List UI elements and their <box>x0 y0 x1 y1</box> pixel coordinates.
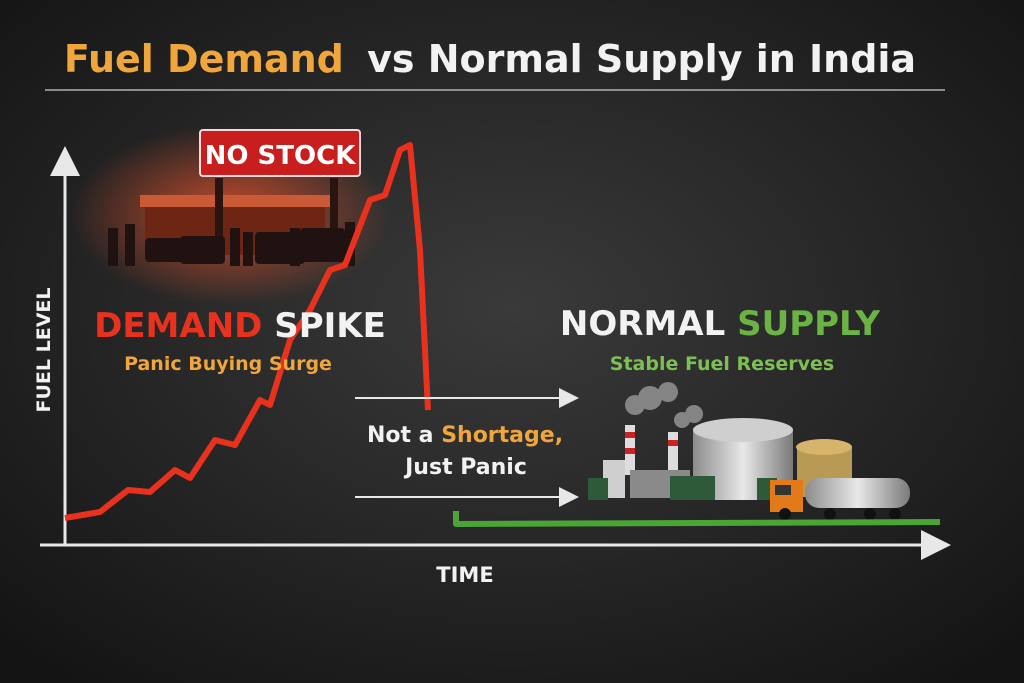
demand-line <box>64 142 431 521</box>
x-axis-label: TIME <box>436 563 493 587</box>
demand-word2: SPIKE <box>274 306 386 346</box>
supply-subtitle: Stable Fuel Reserves <box>610 353 834 375</box>
callout-line2: Just Panic <box>403 455 527 480</box>
supply-word1: NORMAL <box>560 304 725 344</box>
title-rest: vs Normal Supply in India <box>367 37 916 81</box>
callout-part1: Not a <box>367 423 434 448</box>
gas-station: NO STOCK <box>70 125 390 305</box>
y-axis-label: FUEL LEVEL <box>33 288 55 413</box>
title: Fuel Demand vs Normal Supply in India <box>64 37 916 81</box>
demand-word1: DEMAND <box>94 306 262 346</box>
demand-subtitle: Panic Buying Surge <box>124 353 332 375</box>
sign-text: NO STOCK <box>205 141 357 171</box>
callout-highlight: Shortage, <box>441 423 563 448</box>
title-highlight: Fuel Demand <box>64 37 344 81</box>
callout-line1: Not a Shortage, <box>367 423 563 448</box>
refinery <box>588 382 910 520</box>
demand-heading: DEMAND SPIKE <box>94 306 386 346</box>
supply-heading: NORMAL SUPPLY <box>560 304 881 344</box>
supply-line <box>453 511 941 527</box>
supply-word2: SUPPLY <box>737 304 880 344</box>
